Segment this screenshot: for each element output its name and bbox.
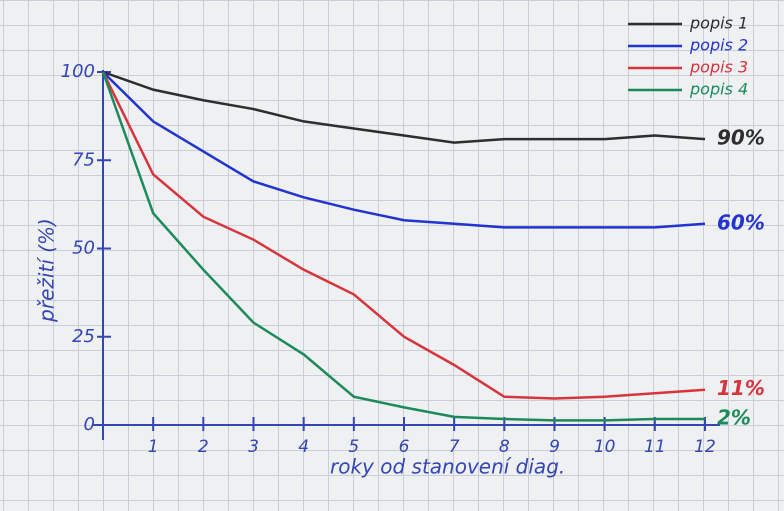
legend-label: popis 2 [689, 36, 748, 55]
chart: roky od stanovení diag. přežití (%) 1234… [0, 0, 784, 511]
series-line [103, 72, 705, 420]
end-annotation: 90% [717, 126, 765, 150]
series-line [103, 72, 705, 227]
x-tick-label: 2 [198, 437, 209, 457]
x-tick-label: 5 [348, 437, 359, 457]
x-tick-label: 6 [399, 437, 410, 457]
y-axis-label: přežití (%) [35, 218, 59, 323]
y-tick-label: 75 [72, 149, 95, 170]
y-tick-label: 25 [72, 326, 95, 347]
legend-label: popis 4 [689, 80, 748, 99]
series-line [103, 72, 705, 143]
x-tick-label: 10 [594, 437, 616, 457]
y-tick-label: 100 [61, 61, 95, 82]
x-tick-label: 11 [644, 437, 666, 457]
series-line [103, 72, 705, 399]
y-tick-label: 50 [72, 238, 95, 259]
end-annotation: 60% [717, 210, 765, 234]
x-tick-label: 4 [298, 437, 309, 457]
x-tick-label: 3 [248, 437, 259, 457]
end-annotation: 2% [717, 405, 751, 429]
x-tick-label: 8 [499, 437, 510, 457]
x-tick-label: 1 [148, 437, 159, 457]
end-annotation: 11% [717, 376, 765, 400]
legend-label: popis 1 [689, 14, 748, 33]
x-tick-label: 12 [694, 437, 716, 457]
y-tick-label: 0 [84, 414, 95, 435]
x-axis-label: roky od stanovení diag. [330, 455, 565, 479]
x-tick-label: 7 [449, 437, 460, 457]
x-tick-label: 9 [549, 437, 560, 457]
legend-label: popis 3 [689, 58, 748, 77]
